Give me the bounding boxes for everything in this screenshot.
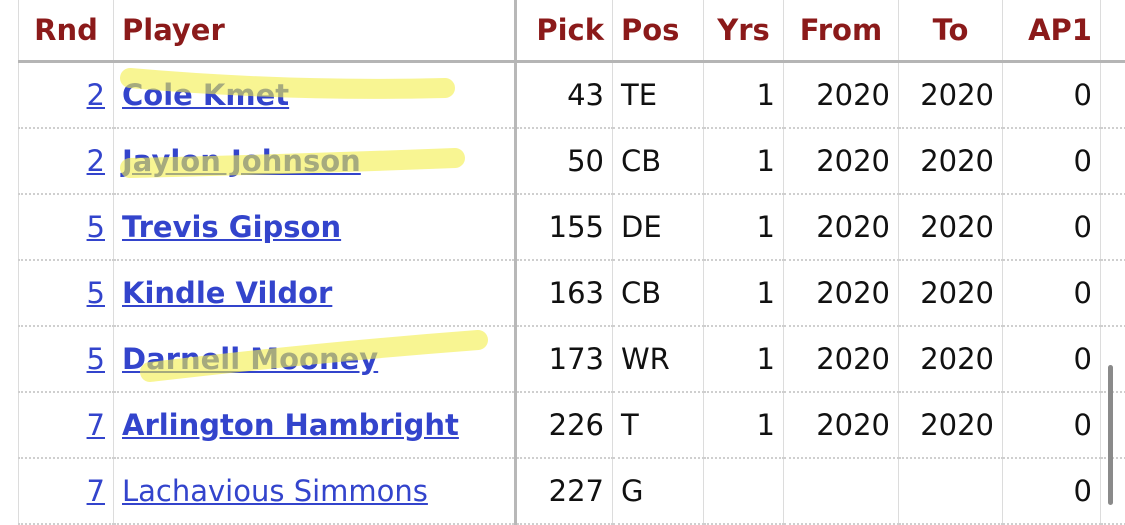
cell: G xyxy=(613,458,704,524)
player-link[interactable]: Cole Kmet xyxy=(122,78,289,112)
cell: 0 xyxy=(1003,194,1101,260)
cell: 1 xyxy=(704,128,784,194)
cell: 0 xyxy=(1003,458,1101,524)
cell: 155 xyxy=(516,194,613,260)
cell: 2020 xyxy=(784,260,899,326)
cell: 0 xyxy=(1003,326,1101,392)
round-link[interactable]: 5 xyxy=(87,210,105,244)
cell: 2020 xyxy=(784,194,899,260)
cell-partial xyxy=(1101,194,1125,260)
round-link[interactable]: 7 xyxy=(87,474,105,508)
cell: DE xyxy=(613,194,704,260)
cell: 5 xyxy=(19,260,114,326)
scrollbar xyxy=(1108,365,1113,505)
player-link[interactable]: Kindle Vildor xyxy=(122,276,332,310)
cell-partial xyxy=(1101,62,1125,129)
cell: 2020 xyxy=(784,326,899,392)
cell xyxy=(704,458,784,524)
cell: 163 xyxy=(516,260,613,326)
round-link[interactable]: 5 xyxy=(87,276,105,310)
round-link[interactable]: 7 xyxy=(87,408,105,442)
column-header: Pick xyxy=(516,0,613,62)
cell: 173 xyxy=(516,326,613,392)
cell: 1 xyxy=(704,260,784,326)
cell: 226 xyxy=(516,392,613,458)
cell: 2020 xyxy=(784,392,899,458)
cell: Lachavious Simmons xyxy=(114,458,516,524)
player-link[interactable]: Jaylon Johnson xyxy=(122,144,361,178)
player-link[interactable]: Darnell Mooney xyxy=(122,342,378,376)
round-link[interactable]: 2 xyxy=(87,78,105,112)
cell: 50 xyxy=(516,128,613,194)
cell: 5 xyxy=(19,194,114,260)
cell: 2020 xyxy=(899,62,1003,129)
player-link[interactable]: Arlington Hambright xyxy=(122,408,459,442)
cell: 2 xyxy=(19,62,114,129)
column-header: Rnd xyxy=(19,0,114,62)
cell: 1 xyxy=(704,194,784,260)
column-header: From xyxy=(784,0,899,62)
cell: 0 xyxy=(1003,260,1101,326)
cell: T xyxy=(613,392,704,458)
cell: 1 xyxy=(704,326,784,392)
cell: 2020 xyxy=(784,62,899,129)
round-link[interactable]: 2 xyxy=(87,144,105,178)
cell: 227 xyxy=(516,458,613,524)
cell: 2020 xyxy=(784,128,899,194)
column-header: Pos xyxy=(613,0,704,62)
cell: 0 xyxy=(1003,392,1101,458)
cell: 5 xyxy=(19,326,114,392)
cell: 0 xyxy=(1003,128,1101,194)
cell: 2020 xyxy=(899,392,1003,458)
column-header-partial xyxy=(1101,0,1125,62)
column-header: To xyxy=(899,0,1003,62)
cell: Jaylon Johnson xyxy=(114,128,516,194)
cell: 1 xyxy=(704,392,784,458)
cell: 2020 xyxy=(899,326,1003,392)
cell: Arlington Hambright xyxy=(114,392,516,458)
cell: 1 xyxy=(704,62,784,129)
cell: 2020 xyxy=(899,128,1003,194)
cell: 43 xyxy=(516,62,613,129)
cell-partial xyxy=(1101,128,1125,194)
cell: 2020 xyxy=(899,194,1003,260)
cell: 7 xyxy=(19,458,114,524)
cell: 0 xyxy=(1003,62,1101,129)
cell: CB xyxy=(613,260,704,326)
column-header: AP1 xyxy=(1003,0,1101,62)
column-header: Player xyxy=(114,0,516,62)
round-link[interactable]: 5 xyxy=(87,342,105,376)
cell: 7 xyxy=(19,392,114,458)
cell: CB xyxy=(613,128,704,194)
cell: 2020 xyxy=(899,260,1003,326)
cell: 2 xyxy=(19,128,114,194)
player-link[interactable]: Lachavious Simmons xyxy=(122,474,428,508)
cell xyxy=(899,458,1003,524)
cell: TE xyxy=(613,62,704,129)
cell: Trevis Gipson xyxy=(114,194,516,260)
cell-partial xyxy=(1101,260,1125,326)
column-header: Yrs xyxy=(704,0,784,62)
cell: WR xyxy=(613,326,704,392)
cell: Kindle Vildor xyxy=(114,260,516,326)
cell xyxy=(784,458,899,524)
cell: Darnell Mooney xyxy=(114,326,516,392)
cell: Cole Kmet xyxy=(114,62,516,129)
player-link[interactable]: Trevis Gipson xyxy=(122,210,341,244)
